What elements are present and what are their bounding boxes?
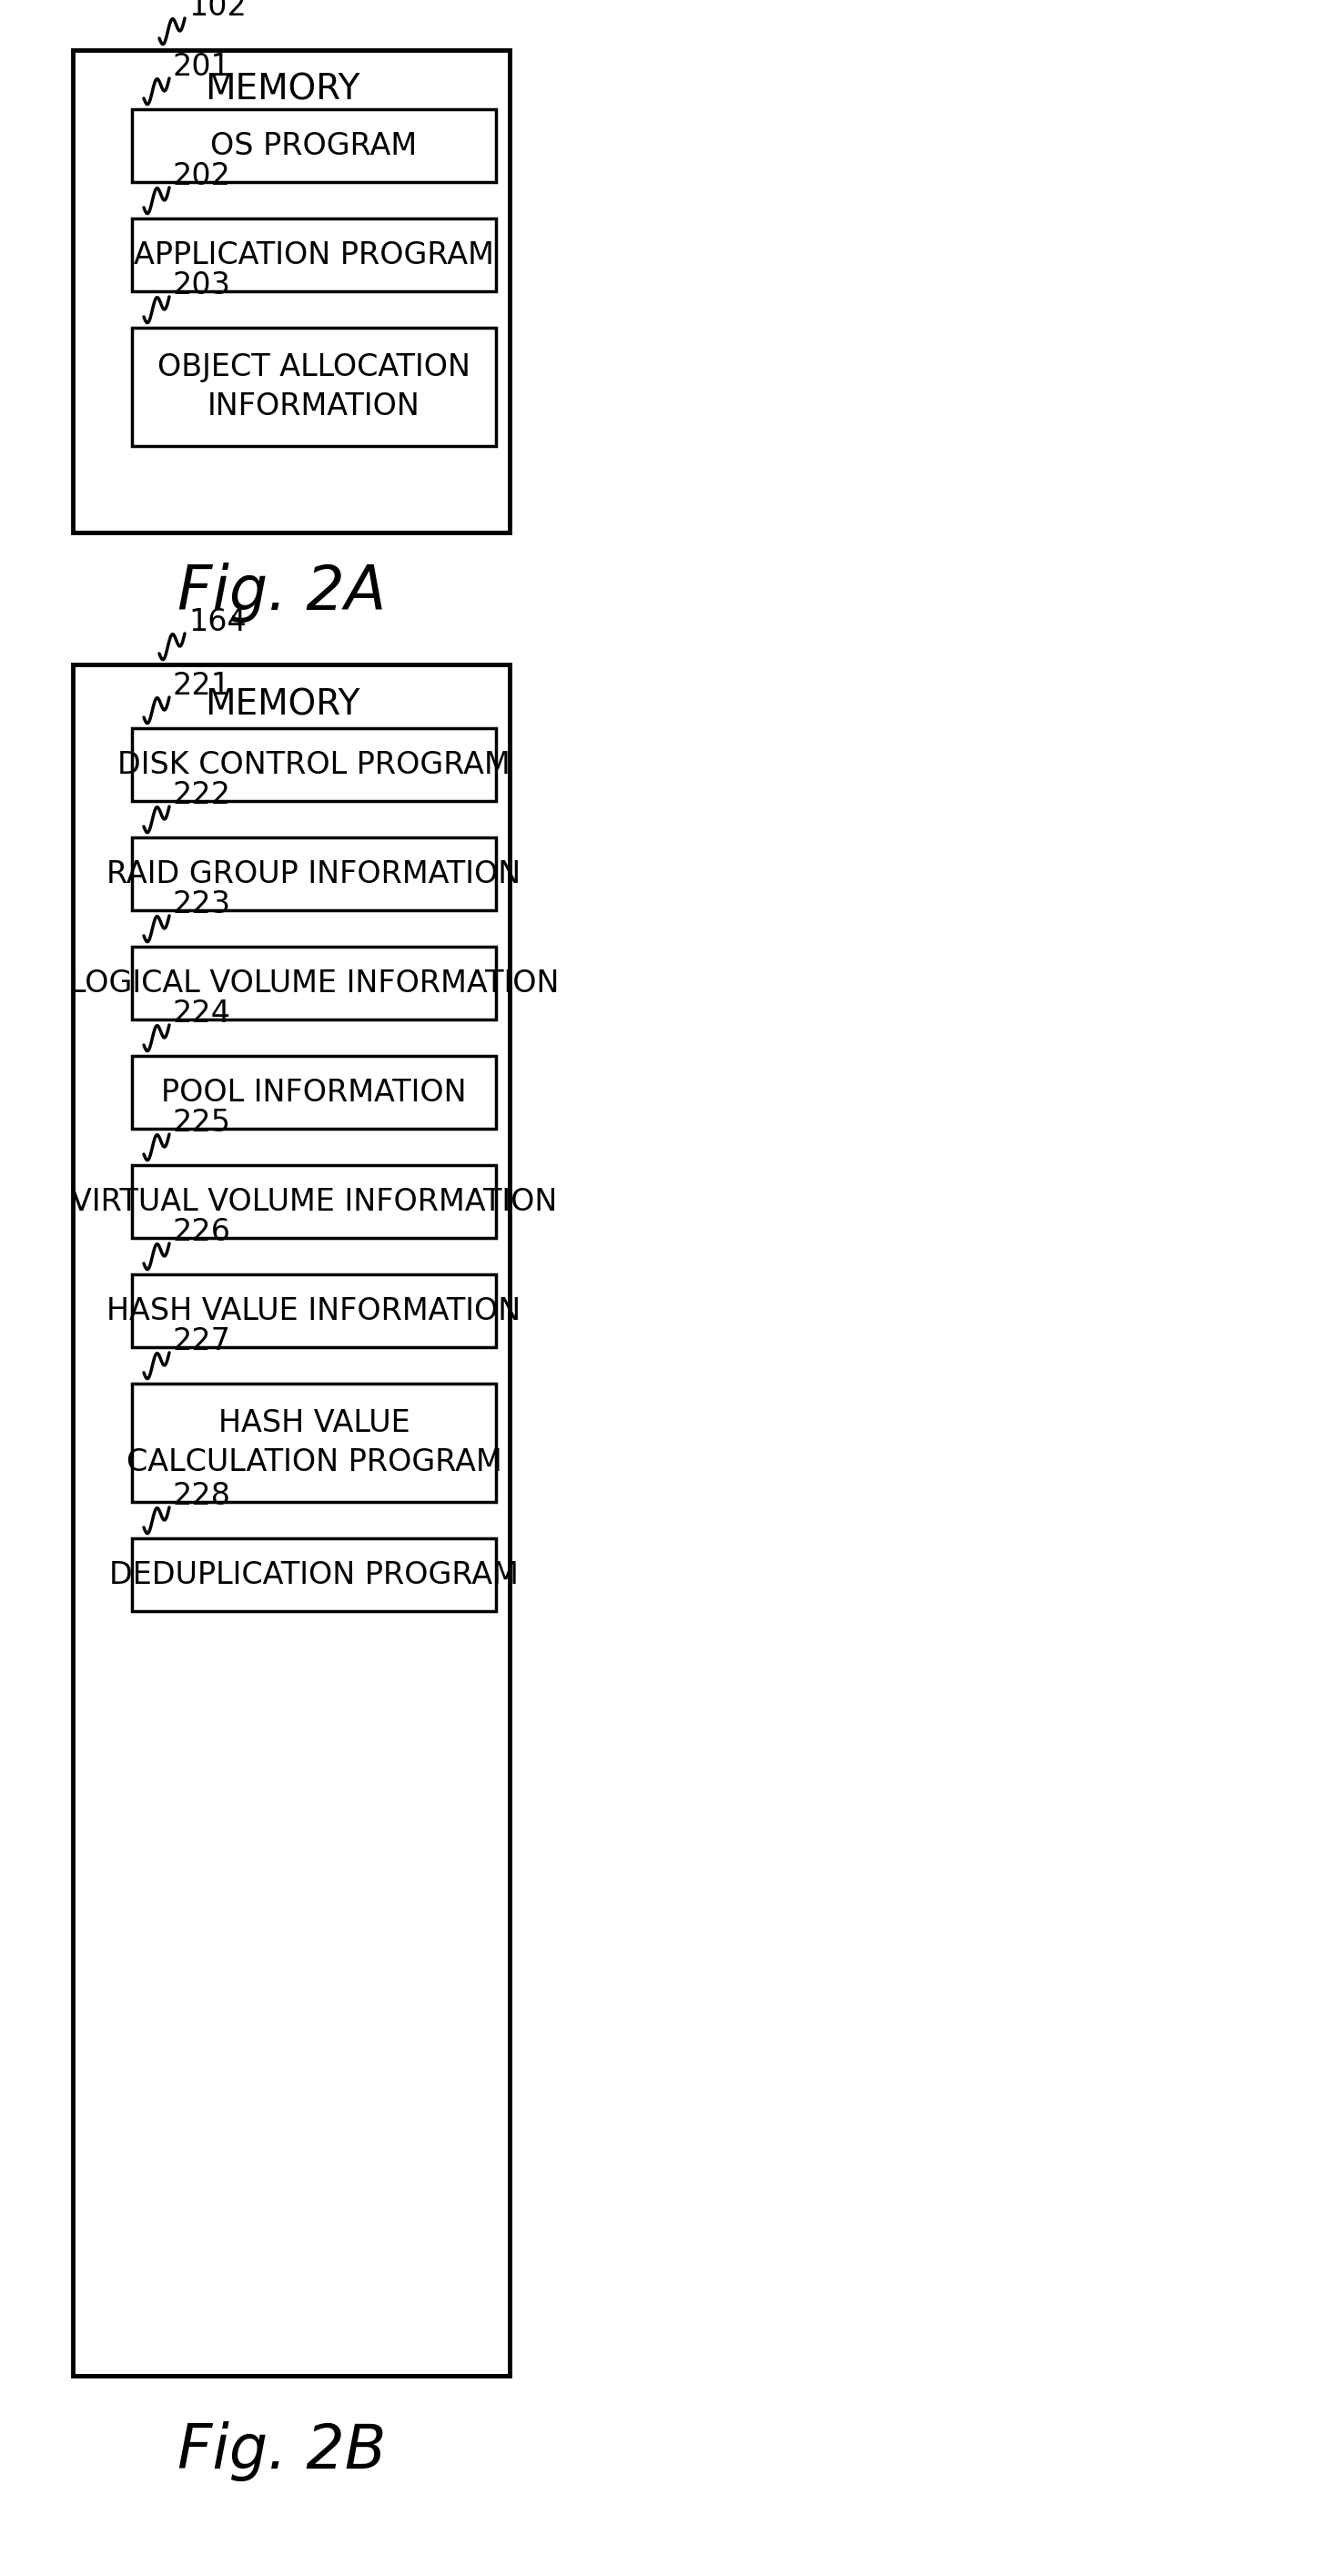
Text: 225: 225 xyxy=(172,1108,231,1139)
Bar xyxy=(132,1383,496,1502)
Text: OBJECT ALLOCATION
INFORMATION: OBJECT ALLOCATION INFORMATION xyxy=(158,353,470,422)
Text: DEDUPLICATION PROGRAM: DEDUPLICATION PROGRAM xyxy=(109,1558,518,1589)
Text: 201: 201 xyxy=(172,52,231,82)
Text: 221: 221 xyxy=(172,670,231,701)
Text: MEMORY: MEMORY xyxy=(204,688,359,724)
Text: Fig. 2B: Fig. 2B xyxy=(178,2421,387,2481)
Bar xyxy=(132,1538,496,1610)
Text: DISK CONTROL PROGRAM: DISK CONTROL PROGRAM xyxy=(118,750,510,781)
Text: OS PROGRAM: OS PROGRAM xyxy=(211,131,417,160)
Bar xyxy=(132,1275,496,1347)
Text: 164: 164 xyxy=(188,608,246,636)
Text: VIRTUAL VOLUME INFORMATION: VIRTUAL VOLUME INFORMATION xyxy=(70,1188,556,1216)
Text: 102: 102 xyxy=(188,0,246,21)
Bar xyxy=(73,49,510,533)
Text: APPLICATION PROGRAM: APPLICATION PROGRAM xyxy=(134,240,494,270)
Bar xyxy=(132,1164,496,1239)
Text: 228: 228 xyxy=(172,1481,231,1512)
Text: 202: 202 xyxy=(172,162,231,191)
Text: 222: 222 xyxy=(172,781,232,809)
Text: 224: 224 xyxy=(172,999,231,1028)
Text: HASH VALUE
CALCULATION PROGRAM: HASH VALUE CALCULATION PROGRAM xyxy=(126,1409,502,1479)
Bar xyxy=(132,1056,496,1128)
Bar xyxy=(132,729,496,801)
Text: LOGICAL VOLUME INFORMATION: LOGICAL VOLUME INFORMATION xyxy=(69,969,559,997)
Text: HASH VALUE INFORMATION: HASH VALUE INFORMATION xyxy=(107,1296,521,1327)
Text: 203: 203 xyxy=(172,270,231,301)
Bar xyxy=(132,837,496,909)
Bar xyxy=(132,219,496,291)
Text: POOL INFORMATION: POOL INFORMATION xyxy=(162,1077,466,1108)
Text: 226: 226 xyxy=(172,1216,231,1247)
Bar xyxy=(132,945,496,1020)
Bar xyxy=(73,665,510,2375)
Text: MEMORY: MEMORY xyxy=(204,72,359,108)
Bar xyxy=(132,327,496,446)
Bar xyxy=(132,108,496,183)
Text: Fig. 2A: Fig. 2A xyxy=(178,562,387,623)
Text: 227: 227 xyxy=(172,1327,231,1358)
Text: RAID GROUP INFORMATION: RAID GROUP INFORMATION xyxy=(107,858,521,889)
Text: 223: 223 xyxy=(172,889,231,920)
